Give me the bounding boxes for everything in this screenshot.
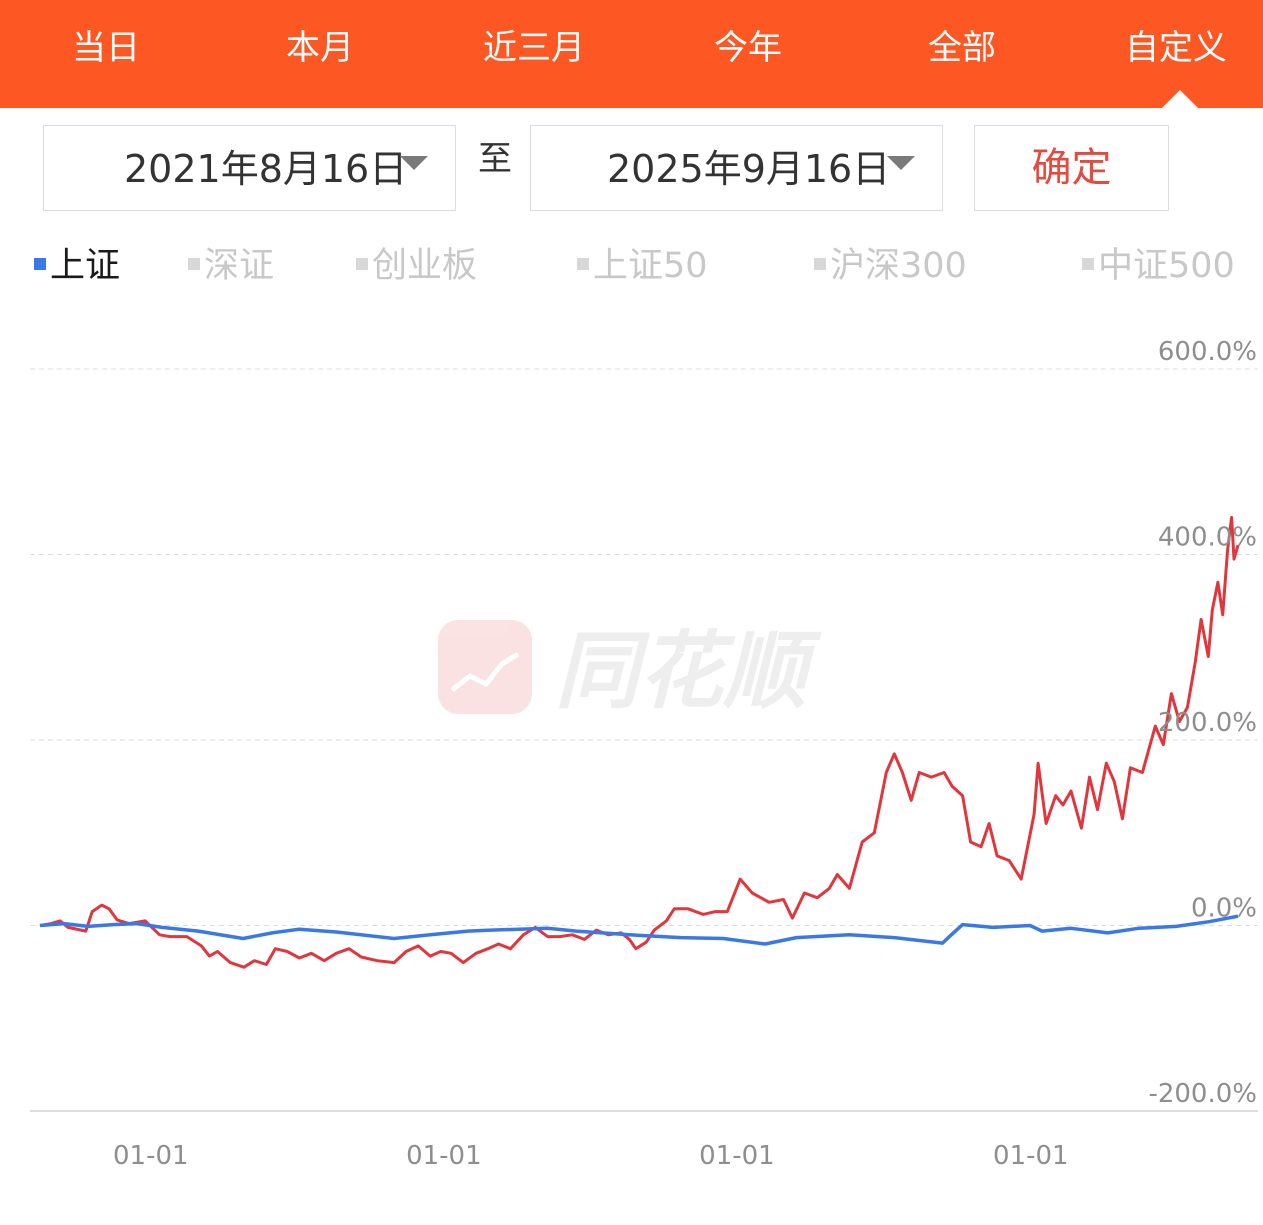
x-tick-label: 01-01 xyxy=(113,1141,189,1171)
watermark-logo-icon xyxy=(438,620,532,714)
x-tick-label: 01-01 xyxy=(406,1141,482,1171)
grid-layer xyxy=(30,368,1258,1112)
legend-swatch xyxy=(356,258,368,270)
y-tick-label: 600.0% xyxy=(1158,337,1257,367)
x-tick-label: 01-01 xyxy=(699,1141,775,1171)
chevron-down-icon xyxy=(400,156,428,170)
tick-layer: 600.0% 400.0% 200.0% 0.0% -200.0% 01-01 01-01 0… xyxy=(113,337,1257,1171)
tab-custom[interactable]: 自定义 xyxy=(1125,28,1227,68)
start-date-value: 2021年8月16日 xyxy=(124,147,408,191)
legend-label: 上证50 xyxy=(593,246,708,286)
end-date-select[interactable]: 2025年9月16日 xyxy=(530,125,943,211)
legend-item-shenzhen[interactable]: 深证 xyxy=(188,244,274,288)
legend-label: 深证 xyxy=(204,246,275,286)
selected-tab-indicator xyxy=(1162,90,1198,108)
legend-swatch xyxy=(34,258,46,270)
chevron-down-icon xyxy=(887,156,915,170)
legend-item-csi300[interactable]: 沪深300 xyxy=(814,244,967,288)
y-tick-label: 0.0% xyxy=(1191,894,1257,924)
x-tick-label: 01-01 xyxy=(993,1141,1069,1171)
period-tabs: 当日 本月 近三月 今年 全部 自定义 xyxy=(0,0,1263,108)
y-tick-label: 200.0% xyxy=(1158,708,1257,738)
legend-swatch xyxy=(577,258,589,270)
legend-swatch xyxy=(188,258,200,270)
tab-last-three-months[interactable]: 近三月 xyxy=(483,28,585,68)
tab-this-month[interactable]: 本月 xyxy=(286,28,354,68)
legend-item-chinext[interactable]: 创业板 xyxy=(356,244,477,288)
series-layer xyxy=(39,515,1240,969)
watermark-logo-mark xyxy=(450,651,520,692)
stock-return-line xyxy=(39,515,1240,969)
confirm-button[interactable]: 确定 xyxy=(974,125,1169,211)
legend-item-shanghai[interactable]: 上证 xyxy=(34,244,120,288)
legend-label: 上证 xyxy=(50,246,121,286)
date-separator: 至 xyxy=(478,139,512,179)
end-date-value: 2025年9月16日 xyxy=(607,147,891,191)
tab-this-year[interactable]: 今年 xyxy=(714,28,782,68)
tab-today[interactable]: 当日 xyxy=(72,28,140,68)
legend-item-sse50[interactable]: 上证50 xyxy=(577,244,708,288)
y-tick-label: -200.0% xyxy=(1148,1079,1257,1109)
start-date-select[interactable]: 2021年8月16日 xyxy=(43,125,456,211)
legend-label: 沪深300 xyxy=(830,246,967,286)
y-tick-label: 400.0% xyxy=(1158,523,1257,553)
watermark-text: 同花顺 xyxy=(555,622,822,720)
tab-all[interactable]: 全部 xyxy=(928,28,996,68)
watermark: 同花顺 xyxy=(438,620,822,720)
legend-item-csi500[interactable]: 中证500 xyxy=(1082,244,1235,288)
legend-swatch xyxy=(1082,258,1094,270)
shanghai-index-line xyxy=(39,914,1239,946)
legend-label: 创业板 xyxy=(372,246,478,286)
legend-swatch xyxy=(814,258,826,270)
legend-label: 中证500 xyxy=(1098,246,1235,286)
